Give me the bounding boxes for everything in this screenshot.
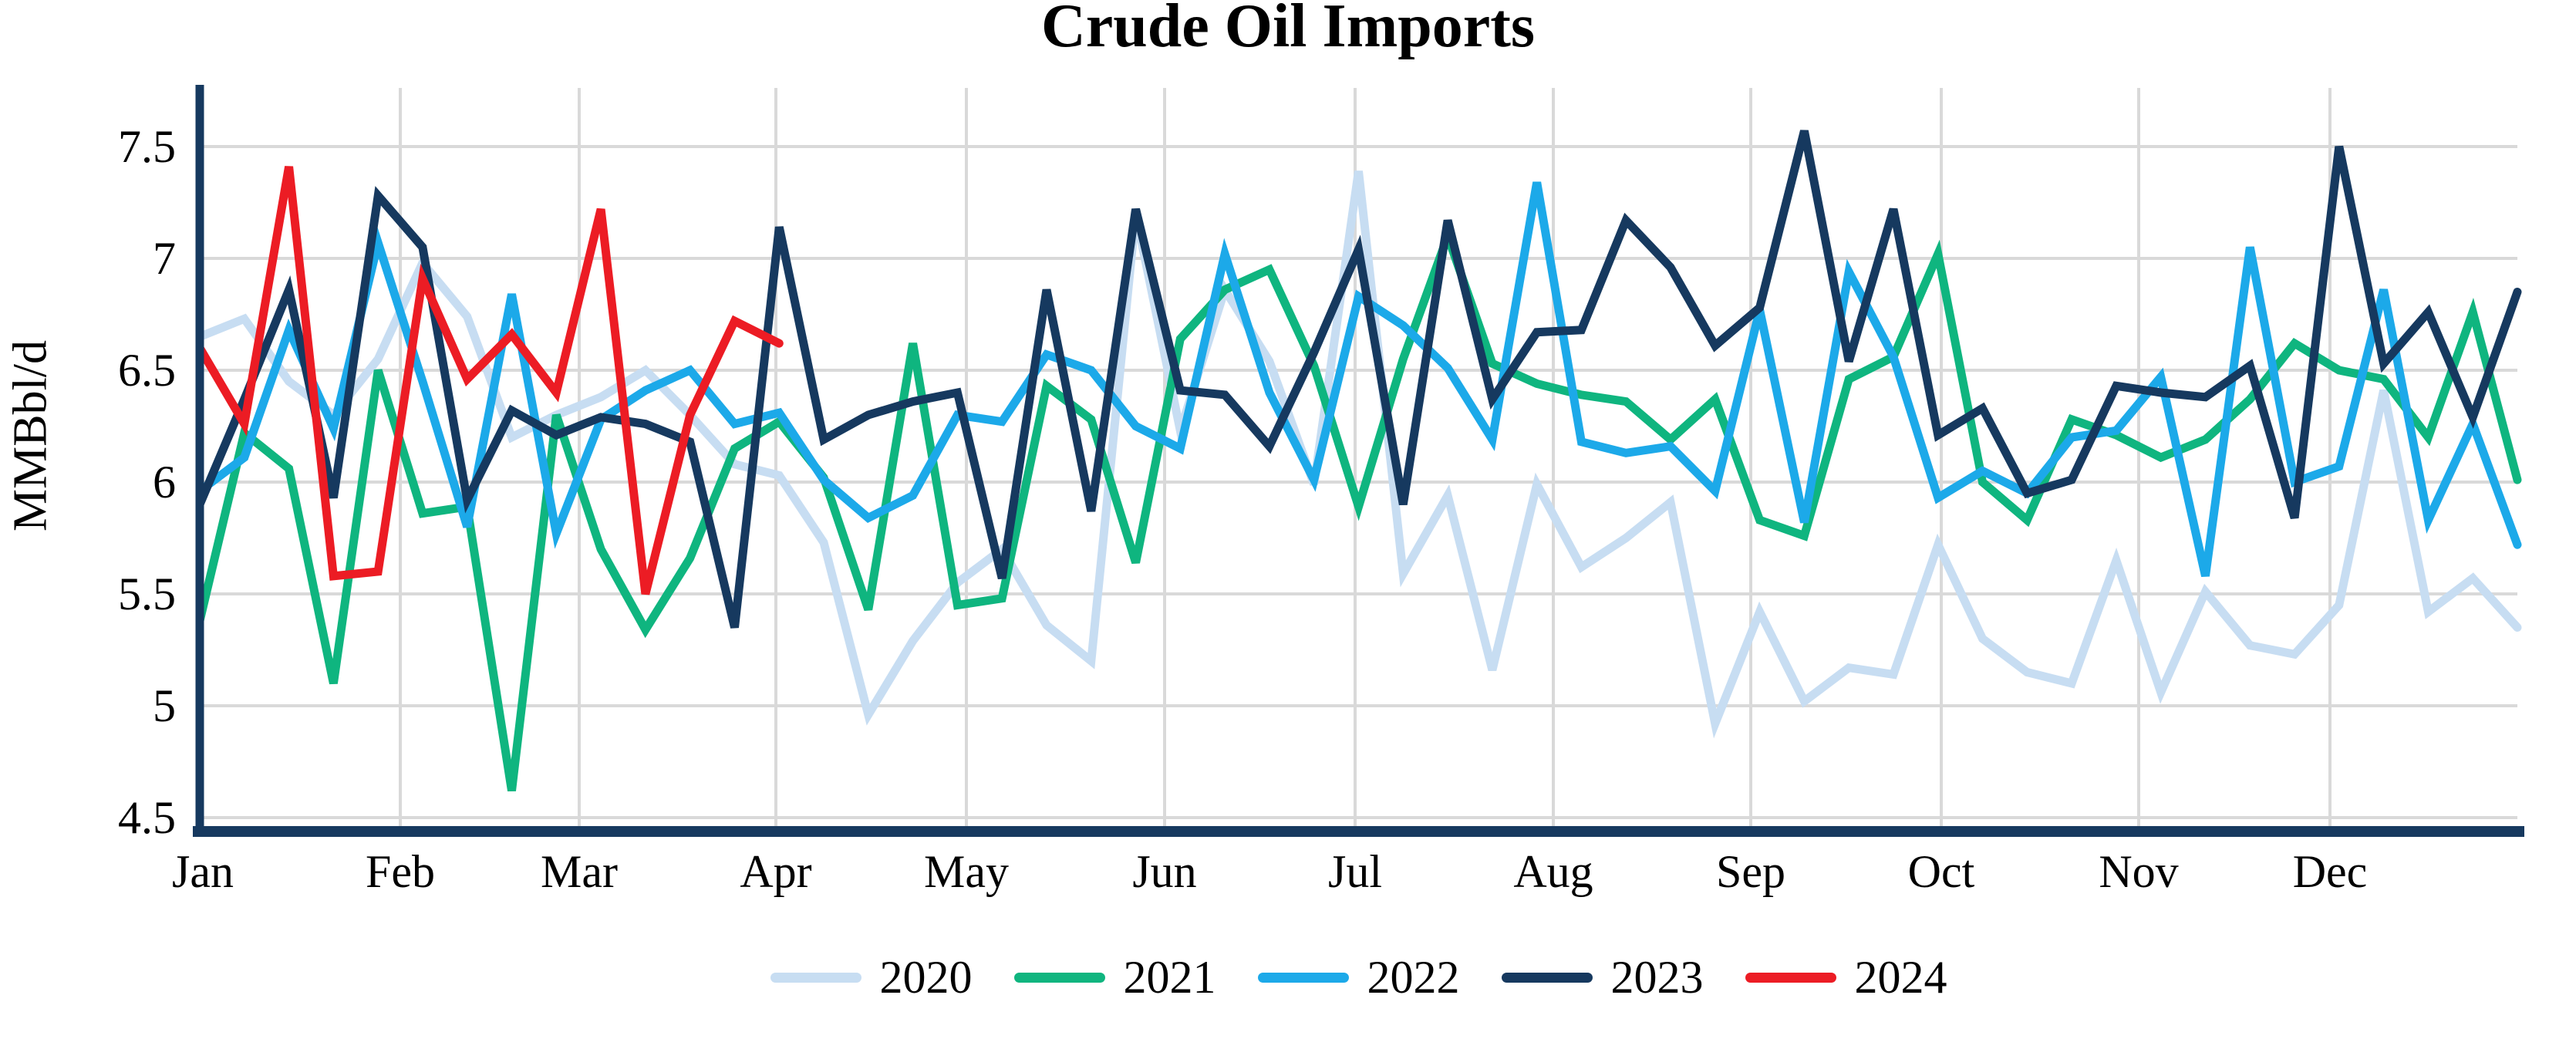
x-tick-label-jan: Jan — [172, 846, 234, 897]
series-line-2021 — [195, 223, 2522, 792]
x-tick-label-feb: Feb — [366, 846, 435, 897]
y-tick-label-7.5: 7.5 — [118, 121, 176, 172]
legend-label-2023: 2023 — [1610, 952, 1704, 1003]
legend: 2020 2021 2022 2023 2024 — [200, 952, 2517, 1003]
series-line-2023 — [195, 130, 2522, 629]
legend-item-2023: 2023 — [1501, 952, 1704, 1003]
legend-item-2024: 2024 — [1745, 952, 1947, 1003]
legend-label-2022: 2022 — [1367, 952, 1460, 1003]
x-tick-label-sep: Sep — [1716, 846, 1785, 897]
y-tick-label-5: 5 — [153, 680, 176, 731]
series-line-2020 — [195, 170, 2522, 739]
legend-swatch-icon-2022 — [1257, 972, 1349, 983]
legend-swatch-icon-2024 — [1745, 972, 1836, 983]
legend-swatch-icon-2020 — [770, 972, 861, 983]
x-tick-label-jun: Jun — [1132, 846, 1197, 897]
x-tick-label-apr: Apr — [740, 846, 812, 897]
legend-swatch-icon-2021 — [1013, 972, 1105, 983]
x-tick-label-oct: Oct — [1907, 846, 1975, 897]
y-tick-label-6: 6 — [153, 457, 176, 508]
legend-label-2021: 2021 — [1123, 952, 1216, 1003]
x-tick-label-may: May — [924, 846, 1009, 897]
x-tick-label-aug: Aug — [1513, 846, 1593, 897]
y-tick-label-5.5: 5.5 — [118, 568, 176, 619]
x-tick-label-mar: Mar — [541, 846, 618, 897]
x-tick-label-dec: Dec — [2292, 846, 2368, 897]
series-line-2024 — [195, 166, 784, 595]
legend-label-2020: 2020 — [879, 952, 973, 1003]
x-tick-label-nov: Nov — [2099, 846, 2179, 897]
legend-item-2020: 2020 — [770, 952, 973, 1003]
legend-item-2022: 2022 — [1257, 952, 1460, 1003]
series-line-2022 — [195, 181, 2522, 578]
y-tick-label-7: 7 — [153, 233, 176, 284]
x-tick-label-jul: Jul — [1327, 846, 1383, 897]
legend-item-2021: 2021 — [1013, 952, 1216, 1003]
legend-label-2024: 2024 — [1854, 952, 1947, 1003]
y-tick-label-6.5: 6.5 — [118, 345, 176, 396]
y-tick-label-4.5: 4.5 — [118, 792, 176, 843]
chart-title: Crude Oil Imports — [1041, 0, 1535, 60]
legend-swatch-icon-2023 — [1501, 972, 1593, 983]
